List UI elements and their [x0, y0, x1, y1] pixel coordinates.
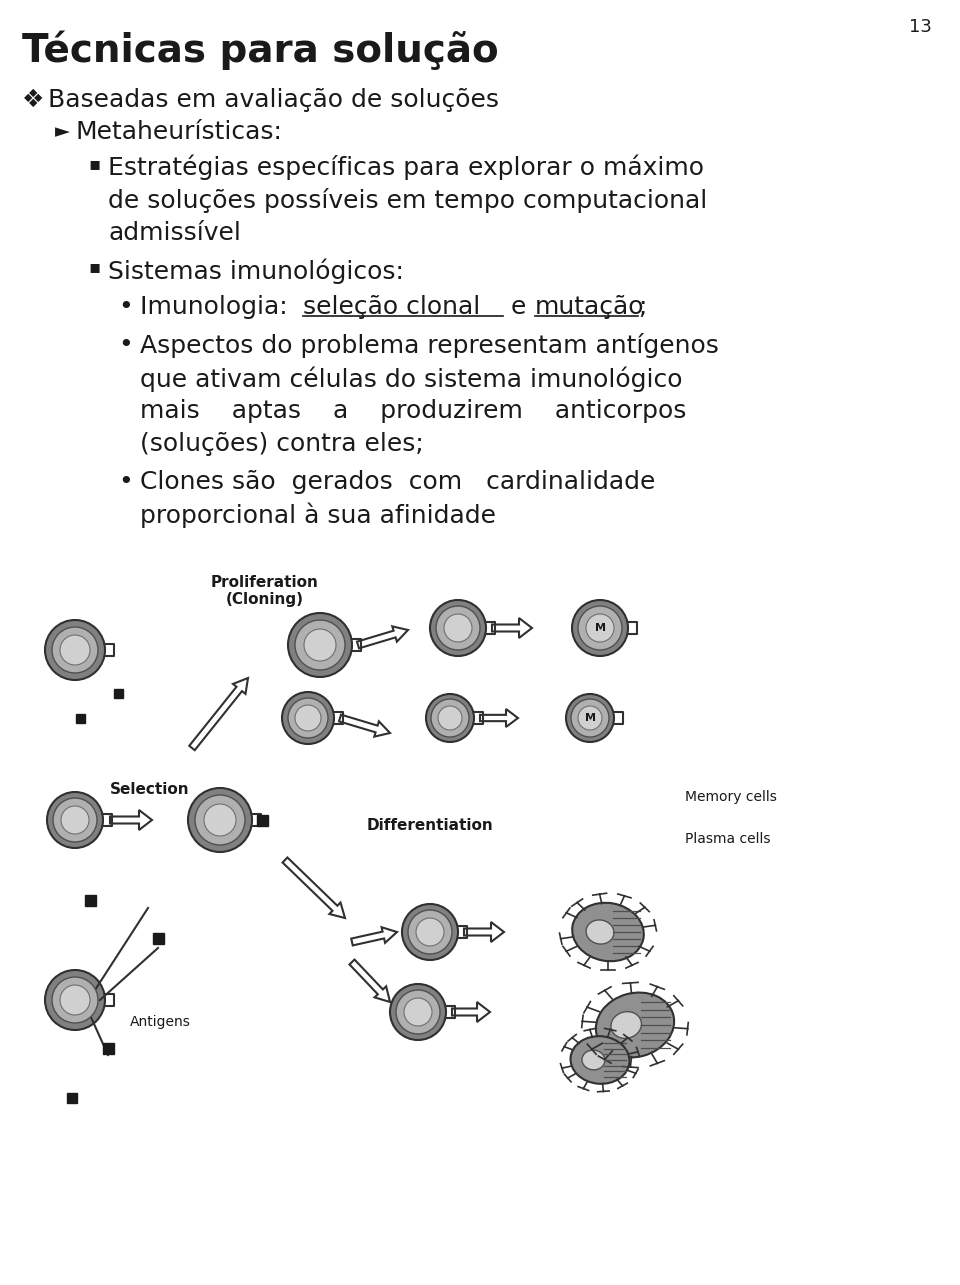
Circle shape: [578, 705, 602, 730]
Ellipse shape: [611, 1011, 641, 1038]
Text: Imunologia:: Imunologia:: [140, 296, 296, 319]
Circle shape: [416, 917, 444, 946]
Circle shape: [195, 795, 245, 846]
Circle shape: [390, 984, 446, 1040]
FancyArrow shape: [452, 1002, 490, 1022]
Text: Differentiation: Differentiation: [367, 819, 493, 833]
Ellipse shape: [586, 920, 614, 944]
Text: •: •: [118, 296, 132, 319]
Text: •: •: [118, 470, 132, 493]
Text: Memory cells: Memory cells: [685, 790, 777, 804]
Text: admissível: admissível: [108, 221, 241, 245]
Ellipse shape: [570, 1036, 630, 1083]
Circle shape: [282, 693, 334, 744]
Text: Metaheurísticas:: Metaheurísticas:: [75, 120, 282, 144]
Circle shape: [571, 699, 609, 738]
FancyArrow shape: [464, 923, 504, 942]
Circle shape: [444, 614, 472, 642]
Circle shape: [295, 619, 345, 669]
Circle shape: [586, 614, 614, 642]
Text: M: M: [585, 713, 595, 723]
Text: Clones são  gerados  com   cardinalidade: Clones são gerados com cardinalidade: [140, 470, 656, 493]
Text: Baseadas em avaliação de soluções: Baseadas em avaliação de soluções: [48, 87, 499, 112]
Text: •: •: [118, 333, 132, 357]
Circle shape: [60, 986, 90, 1015]
Circle shape: [47, 792, 103, 848]
Circle shape: [52, 977, 98, 1023]
Circle shape: [408, 910, 452, 953]
Text: mutação: mutação: [535, 296, 644, 319]
Text: Aspectos do problema representam antígenos: Aspectos do problema representam antígen…: [140, 333, 719, 359]
Text: ▪: ▪: [88, 155, 100, 173]
Circle shape: [436, 607, 480, 650]
FancyArrow shape: [351, 928, 397, 946]
Circle shape: [288, 613, 352, 677]
Bar: [103, 1042, 113, 1054]
FancyArrow shape: [110, 810, 152, 830]
Text: (soluções) contra eles;: (soluções) contra eles;: [140, 432, 423, 456]
Text: seleção clonal: seleção clonal: [303, 296, 480, 319]
Text: proporcional à sua afinidade: proporcional à sua afinidade: [140, 502, 496, 528]
Text: e: e: [503, 296, 535, 319]
Circle shape: [396, 989, 440, 1034]
Circle shape: [572, 600, 628, 657]
Text: Proliferation
(Cloning): Proliferation (Cloning): [211, 574, 319, 608]
Circle shape: [431, 699, 469, 738]
Circle shape: [304, 628, 336, 660]
FancyArrow shape: [357, 626, 408, 649]
Text: de soluções possíveis em tempo computacional: de soluções possíveis em tempo computaci…: [108, 188, 708, 213]
Text: 13: 13: [908, 18, 931, 36]
FancyArrow shape: [480, 709, 518, 727]
Circle shape: [430, 600, 486, 657]
Text: Antigens: Antigens: [130, 1015, 191, 1029]
Text: Plasma cells: Plasma cells: [685, 831, 771, 846]
Circle shape: [578, 607, 622, 650]
Circle shape: [295, 705, 321, 731]
Text: que ativam células do sistema imunológico: que ativam células do sistema imunológic…: [140, 366, 683, 392]
Ellipse shape: [572, 903, 644, 961]
Text: ▪: ▪: [88, 258, 100, 276]
Circle shape: [61, 806, 89, 834]
Text: Selection: Selection: [110, 783, 190, 797]
Circle shape: [60, 635, 90, 666]
Text: mais    aptas    a    produzirem    anticorpos: mais aptas a produzirem anticorpos: [140, 400, 686, 423]
Circle shape: [288, 698, 328, 738]
FancyArrow shape: [492, 618, 532, 637]
Circle shape: [404, 998, 432, 1025]
Circle shape: [438, 705, 462, 730]
Ellipse shape: [582, 1050, 605, 1070]
Bar: [84, 894, 95, 906]
FancyArrow shape: [349, 960, 390, 1002]
FancyArrow shape: [189, 678, 248, 750]
Circle shape: [204, 804, 236, 837]
Text: Estratégias específicas para explorar o máximo: Estratégias específicas para explorar o …: [108, 155, 704, 180]
Circle shape: [45, 619, 105, 680]
Circle shape: [53, 798, 97, 842]
Text: Técnicas para solução: Técnicas para solução: [22, 30, 498, 69]
Circle shape: [52, 627, 98, 673]
Ellipse shape: [596, 992, 674, 1058]
Circle shape: [402, 905, 458, 960]
Circle shape: [426, 694, 474, 741]
Text: M: M: [594, 623, 606, 634]
Circle shape: [566, 694, 614, 741]
Bar: [256, 815, 268, 825]
Text: Sistemas imunológicos:: Sistemas imunológicos:: [108, 258, 404, 284]
FancyArrow shape: [339, 714, 390, 736]
Bar: [153, 933, 163, 943]
FancyArrow shape: [282, 857, 345, 917]
Bar: [67, 1094, 77, 1103]
Text: ;: ;: [638, 296, 646, 319]
Circle shape: [45, 970, 105, 1031]
Text: ►: ►: [55, 122, 70, 141]
Bar: [76, 713, 84, 722]
Text: ❖: ❖: [22, 87, 44, 112]
Bar: [113, 689, 123, 698]
Circle shape: [188, 788, 252, 852]
